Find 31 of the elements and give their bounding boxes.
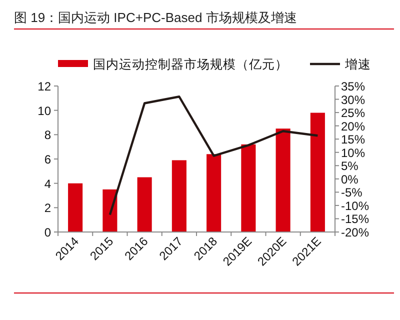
bar bbox=[68, 183, 83, 232]
y-tick-label: 6 bbox=[44, 152, 52, 166]
y-tick-label: 8 bbox=[44, 128, 52, 142]
y2-tick-label: -15% bbox=[341, 212, 370, 226]
y2-tick-label: 20% bbox=[341, 119, 366, 134]
y2-tick-label: 0% bbox=[341, 172, 359, 186]
y2-tick-label: 10% bbox=[341, 146, 366, 160]
y-tick-label: 0 bbox=[44, 226, 52, 240]
bar bbox=[206, 154, 222, 232]
y-tick-label: 2 bbox=[44, 201, 52, 216]
y2-tick-label: -20% bbox=[341, 226, 370, 240]
legend-label: 国内运动控制器市场规模（亿元） bbox=[93, 58, 288, 72]
bar bbox=[276, 128, 290, 232]
bar bbox=[310, 112, 325, 232]
line-series bbox=[108, 96, 319, 216]
y-tick-label: 4 bbox=[44, 176, 52, 191]
y2-tick-label: 25% bbox=[341, 106, 366, 120]
legend-label: 增速 bbox=[344, 58, 371, 72]
y2-tick-label: -10% bbox=[341, 198, 370, 213]
bar bbox=[137, 177, 152, 232]
y2-tick-label: 35% bbox=[341, 80, 366, 94]
y-tick-label: 12 bbox=[38, 80, 52, 94]
chart-title: 图 19：国内运动 IPC+PC-Based 市场规模及增速 bbox=[14, 10, 297, 25]
y2-tick-label: -5% bbox=[341, 186, 363, 200]
y2-tick-label: 30% bbox=[341, 92, 366, 107]
bar bbox=[102, 189, 118, 232]
y2-tick-label: 15% bbox=[341, 132, 366, 147]
bar bbox=[241, 144, 256, 232]
y2-tick-label: 5% bbox=[341, 159, 359, 174]
y-tick-label: 10 bbox=[38, 104, 52, 118]
bar bbox=[172, 160, 186, 232]
